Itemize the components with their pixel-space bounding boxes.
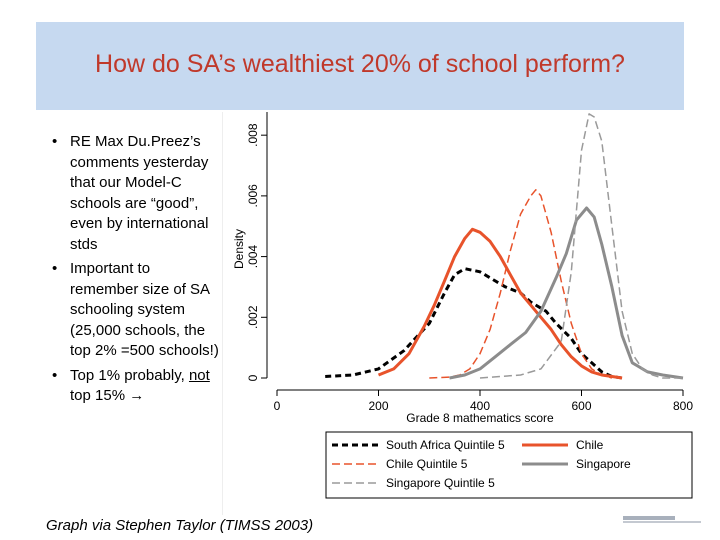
- graph-caption: Graph via Stephen Taylor (TIMSS 2003): [46, 517, 314, 534]
- series-line-chile: [377, 227, 623, 380]
- density-chart: 0 .002 .004 .006 .008 Density 0 200 400 600 800 Gra…: [232, 112, 693, 499]
- legend-label: Chile Quintile 5: [386, 457, 468, 471]
- x-tick-label: 800: [673, 399, 693, 413]
- chart-series: [325, 113, 684, 380]
- bullet-item: • RE Max Du.Preez’s comments yesterday t…: [40, 132, 220, 255]
- y-tick-label: .008: [246, 123, 260, 147]
- bullet-text-before: Top 1% probably,: [70, 366, 189, 384]
- slide-title: How do SA’s wealthiest 20% of school per…: [95, 50, 625, 78]
- bullet-text-underlined: not: [188, 366, 210, 384]
- series-line-chile-quintile-5: [429, 189, 613, 379]
- bullet-list: • RE Max Du.Preez’s comments yesterday t…: [40, 132, 220, 411]
- bullet-item: • Important to remember size of SA schoo…: [40, 259, 220, 362]
- bullet-dot: •: [52, 260, 58, 277]
- y-tick-label: .002: [246, 305, 260, 329]
- publisher-logo: [623, 516, 701, 523]
- legend-label: South Africa Quintile 5: [386, 438, 505, 452]
- chart-container: 0 .002 .004 .006 .008 Density 0 200 400 600 800 Gra…: [222, 112, 705, 515]
- series-line-south-africa-quintile-5: [325, 267, 623, 380]
- bullet-text: RE Max Du.Preez’s comments yesterday tha…: [70, 133, 209, 253]
- legend-label: Chile: [576, 438, 604, 452]
- bullet-text: Important to remember size of SA schooli…: [70, 260, 219, 359]
- bullet-dot: •: [52, 133, 58, 150]
- x-tick-label: 400: [470, 399, 490, 413]
- legend-box: [325, 431, 693, 499]
- bullet-item: • Top 1% probably, not top 15% →: [40, 366, 220, 407]
- x-tick-label: 0: [274, 399, 281, 413]
- chart-legend: South Africa Quintile 5 Chile Chile Quinti…: [325, 431, 693, 499]
- y-axis-label: Density: [232, 229, 246, 269]
- x-tick-label: 200: [368, 399, 388, 413]
- bullet-text-after: top 15%: [70, 387, 130, 404]
- arrow-right-icon: →: [129, 387, 145, 404]
- legend-label: Singapore Quintile 5: [386, 476, 495, 490]
- x-tick-label: 600: [571, 399, 591, 413]
- chart-axes: 0 .002 .004 .006 .008 Density 0 200 400 600 800 Gra…: [232, 112, 693, 425]
- series-line-singapore-quintile-5: [479, 113, 683, 379]
- y-tick-label: .006: [246, 184, 260, 208]
- series-line-singapore: [449, 206, 684, 380]
- y-tick-label: .004: [246, 245, 260, 269]
- bullet-dot: •: [52, 366, 58, 384]
- legend-label: Singapore: [576, 457, 631, 471]
- title-band: [36, 22, 684, 110]
- x-axis-label: Grade 8 mathematics score: [406, 411, 554, 425]
- y-tick-label: 0: [246, 374, 260, 381]
